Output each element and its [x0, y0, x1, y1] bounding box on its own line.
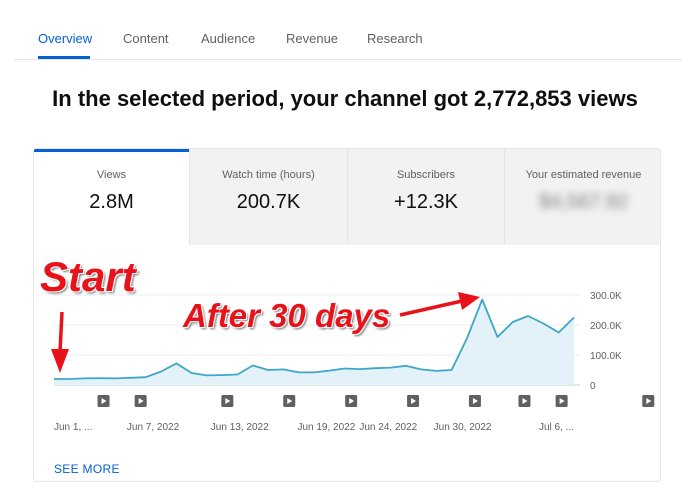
play-icon: [101, 398, 107, 404]
metric-views-value: 2.8M: [89, 191, 134, 213]
x-tick-label: Jun 19, 2022: [297, 422, 355, 433]
play-icon: [411, 398, 417, 404]
annotation-start-text: Start: [40, 253, 136, 300]
metric-views-label: Views: [96, 169, 127, 181]
x-tick-label: Jun 24, 2022: [359, 422, 417, 433]
page-headline: In the selected period, your channel got…: [52, 86, 638, 111]
tab-overview[interactable]: Overview: [38, 31, 93, 46]
metric-revenue-label: Your estimated revenue: [525, 169, 642, 181]
y-tick-label: 100.0K: [590, 351, 622, 362]
x-tick-label: Jun 1, ...: [54, 422, 92, 433]
metric-views[interactable]: Views 2.8M: [34, 149, 189, 245]
play-icon: [138, 398, 144, 404]
see-more-link[interactable]: SEE MORE: [54, 462, 120, 476]
views-area: [54, 299, 574, 385]
annotation-after-30-days-text: After 30 days: [183, 297, 391, 334]
metric-subscribers-label: Subscribers: [396, 169, 456, 181]
views-chart: 300.0K 200.0K 100.0K 0 Jun 1, ... Jun 7, 2022…: [54, 291, 655, 433]
metric-subscribers[interactable]: Subscribers +12.3K: [347, 149, 504, 245]
tab-content[interactable]: Content: [123, 31, 169, 46]
metric-subscribers-value: +12.3K: [394, 191, 458, 213]
x-tick-label: Jun 7, 2022: [127, 422, 180, 433]
play-icon: [646, 398, 652, 404]
play-icon: [472, 398, 478, 404]
y-tick-label: 0: [590, 381, 596, 392]
analytics-card: Views 2.8M Watch time (hours) 200.7K Sub…: [33, 148, 661, 482]
tab-revenue[interactable]: Revenue: [286, 31, 339, 46]
metric-watch-time-label: Watch time (hours): [222, 169, 315, 181]
metric-watch-time[interactable]: Watch time (hours) 200.7K: [189, 149, 347, 245]
y-tick-label: 200.0K: [590, 321, 622, 332]
tab-research[interactable]: Research: [367, 31, 423, 46]
play-icon: [349, 398, 355, 404]
metric-revenue[interactable]: Your estimated revenue $4,567.92: [504, 149, 660, 245]
metric-revenue-value: $4,567.92: [539, 191, 628, 213]
tab-bar: Overview Content Audience Revenue Resear…: [14, 0, 682, 60]
y-tick-label: 300.0K: [590, 291, 622, 302]
x-tick-label: Jun 13, 2022: [211, 422, 269, 433]
metric-watch-time-value: 200.7K: [236, 191, 301, 213]
x-tick-label: Jun 30, 2022: [434, 422, 492, 433]
x-tick-label: Jul 6, ...: [539, 422, 574, 433]
active-tab-indicator: [38, 56, 90, 59]
play-icon: [559, 398, 565, 404]
play-icon: [287, 398, 293, 404]
tab-audience[interactable]: Audience: [201, 31, 256, 46]
play-icon: [522, 398, 528, 404]
views-line: [54, 298, 575, 380]
play-icon: [225, 398, 231, 404]
